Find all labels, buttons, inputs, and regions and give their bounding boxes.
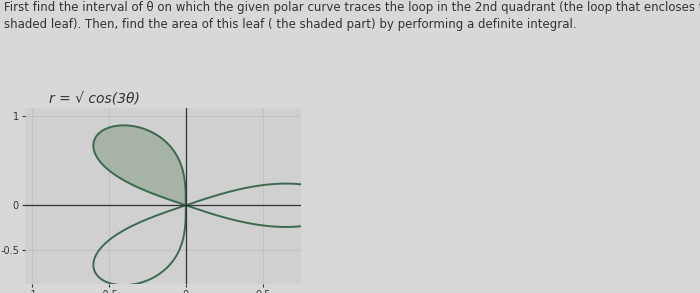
Text: First find the interval of θ on which the given polar curve traces the loop in t: First find the interval of θ on which th… xyxy=(4,1,700,31)
Polygon shape xyxy=(93,125,186,205)
Text: r = √ cos(3θ): r = √ cos(3θ) xyxy=(49,93,140,107)
